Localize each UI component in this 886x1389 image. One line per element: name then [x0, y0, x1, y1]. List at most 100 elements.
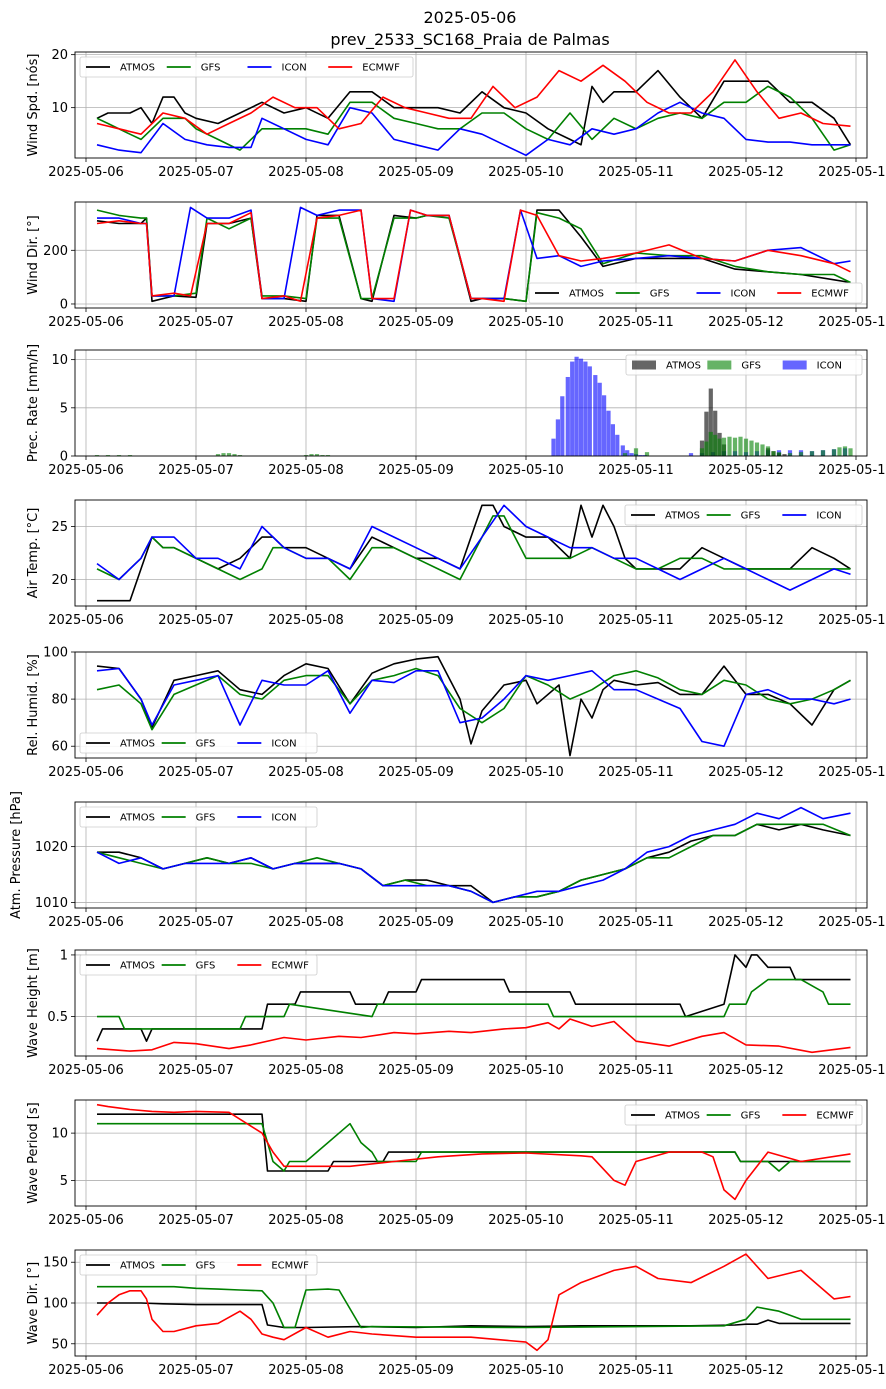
bar-gfs	[738, 436, 743, 456]
x-tick-label: 2025-05-10	[488, 1213, 564, 1228]
bar-gfs	[622, 453, 628, 456]
x-tick-label: 2025-05-12	[708, 1213, 784, 1228]
bar-gfs	[727, 436, 732, 456]
x-tick-label: 2025-05-09	[378, 765, 454, 780]
x-tick-label: 2025-05-08	[268, 315, 344, 330]
series-line-atmos	[97, 1302, 851, 1329]
y-tick-label: 5	[60, 401, 68, 416]
legend: ATMOS GFS ICON	[79, 732, 318, 754]
legend-box	[79, 806, 318, 828]
series-line-icon	[96, 504, 851, 591]
bar-gfs	[94, 455, 100, 456]
x-tick-label: 2025-05-09	[378, 613, 454, 628]
bar-icon	[610, 424, 615, 456]
bar-icon	[587, 366, 592, 456]
x-tick-label: 2025-05-13	[818, 1063, 886, 1078]
y-axis-label: Rel. Humid. [%]	[26, 654, 41, 756]
legend-label-gfs: GFS	[196, 1261, 216, 1272]
bar-gfs	[633, 448, 639, 456]
x-tick-label: 2025-05-06	[48, 1063, 124, 1078]
x-tick-label: 2025-05-07	[158, 315, 234, 330]
legend-box	[625, 354, 863, 376]
legend-label-atmos: ATMOS	[666, 361, 701, 372]
bar-gfs	[837, 447, 842, 456]
legend-box	[79, 732, 318, 754]
bar-gfs	[320, 455, 325, 456]
y-axis-label: Atm. Pressure [hPa]	[9, 791, 24, 919]
bar-gfs	[644, 452, 650, 456]
bar-icon	[583, 361, 588, 456]
legend-box	[79, 1254, 318, 1276]
bar-gfs	[820, 450, 826, 456]
bar-gfs	[303, 455, 309, 456]
series-line-atmos	[96, 655, 851, 757]
bar-gfs	[765, 446, 771, 456]
series-line-gfs	[97, 1285, 851, 1329]
bar-gfs	[798, 452, 804, 456]
bar-icon	[787, 450, 793, 456]
series-line-atmos	[96, 954, 851, 1042]
bar-gfs	[760, 444, 765, 456]
legend-box	[528, 282, 863, 304]
x-tick-label: 2025-05-07	[158, 1363, 234, 1378]
bar-gfs	[831, 449, 837, 456]
x-tick-label: 2025-05-06	[48, 165, 124, 180]
bar-icon	[638, 455, 643, 456]
x-tick-label: 2025-05-13	[818, 463, 886, 478]
bar-gfs	[743, 438, 749, 456]
bar-gfs	[732, 437, 738, 456]
legend-label-gfs: GFS	[201, 63, 221, 74]
panel-2: 2025-05-06 2025-05-07 2025-05-08 2025-05-09…	[26, 201, 886, 330]
legend: ATMOS GFS ICON ECMWF	[79, 56, 414, 78]
bar-gfs	[708, 431, 713, 456]
x-tick-label: 2025-05-11	[598, 1063, 674, 1078]
legend-label-icon: ICON	[816, 511, 841, 522]
x-tick-label: 2025-05-09	[378, 165, 454, 180]
panel-8: 2025-05-06 2025-05-07 2025-05-08 2025-05-09…	[26, 1099, 886, 1228]
y-tick-label: 50	[51, 1337, 68, 1352]
x-tick-label: 2025-05-08	[268, 1213, 344, 1228]
x-tick-label: 2025-05-13	[818, 915, 886, 930]
series-line-ecmwf	[96, 59, 851, 135]
bar-icon	[555, 419, 560, 456]
x-tick-label: 2025-05-11	[598, 463, 674, 478]
bar-icon	[642, 455, 647, 456]
bar-gfs	[309, 454, 314, 456]
legend: ATMOS GFS ICON	[624, 504, 863, 526]
bar-gfs	[721, 437, 727, 456]
x-tick-label: 2025-05-10	[488, 165, 564, 180]
x-tick-label: 2025-05-08	[268, 915, 344, 930]
legend-label-ecmwf: ECMWF	[271, 961, 309, 972]
x-tick-label: 2025-05-12	[708, 915, 784, 930]
y-tick-label: 100	[43, 1297, 68, 1312]
x-tick-label: 2025-05-10	[488, 315, 564, 330]
legend-label-atmos: ATMOS	[665, 511, 700, 522]
bar-icon	[606, 410, 611, 456]
series-line-icon	[96, 806, 851, 904]
y-axis-label: Wave Period [s]	[26, 1102, 41, 1203]
x-tick-label: 2025-05-07	[158, 1063, 234, 1078]
bar-icon	[560, 396, 565, 456]
x-tick-label: 2025-05-13	[818, 165, 886, 180]
y-tick-label: 1010	[35, 896, 68, 911]
y-tick-label: 1	[60, 948, 68, 963]
legend-label-gfs: GFS	[196, 961, 216, 972]
panel-6: 2025-05-06 2025-05-07 2025-05-08 2025-05-09…	[9, 791, 886, 930]
axes-frame	[74, 201, 868, 309]
y-axis-label: Prec. Rate [mm/h]	[26, 344, 41, 462]
x-tick-label: 2025-05-09	[378, 315, 454, 330]
plot-area	[96, 1253, 851, 1352]
bar-gfs	[699, 448, 705, 456]
axes-frame	[74, 51, 868, 159]
bar-gfs	[232, 454, 237, 456]
bar-gfs	[221, 453, 226, 456]
bar-gfs	[704, 441, 709, 456]
x-tick-label: 2025-05-12	[708, 315, 784, 330]
x-tick-label: 2025-05-08	[268, 1363, 344, 1378]
axes-frame	[74, 499, 868, 607]
bar-gfs	[749, 440, 754, 456]
bar-icon	[688, 453, 694, 456]
series-line-gfs	[96, 515, 851, 581]
bar-gfs	[314, 454, 320, 456]
y-tick-label: 0	[60, 450, 68, 465]
